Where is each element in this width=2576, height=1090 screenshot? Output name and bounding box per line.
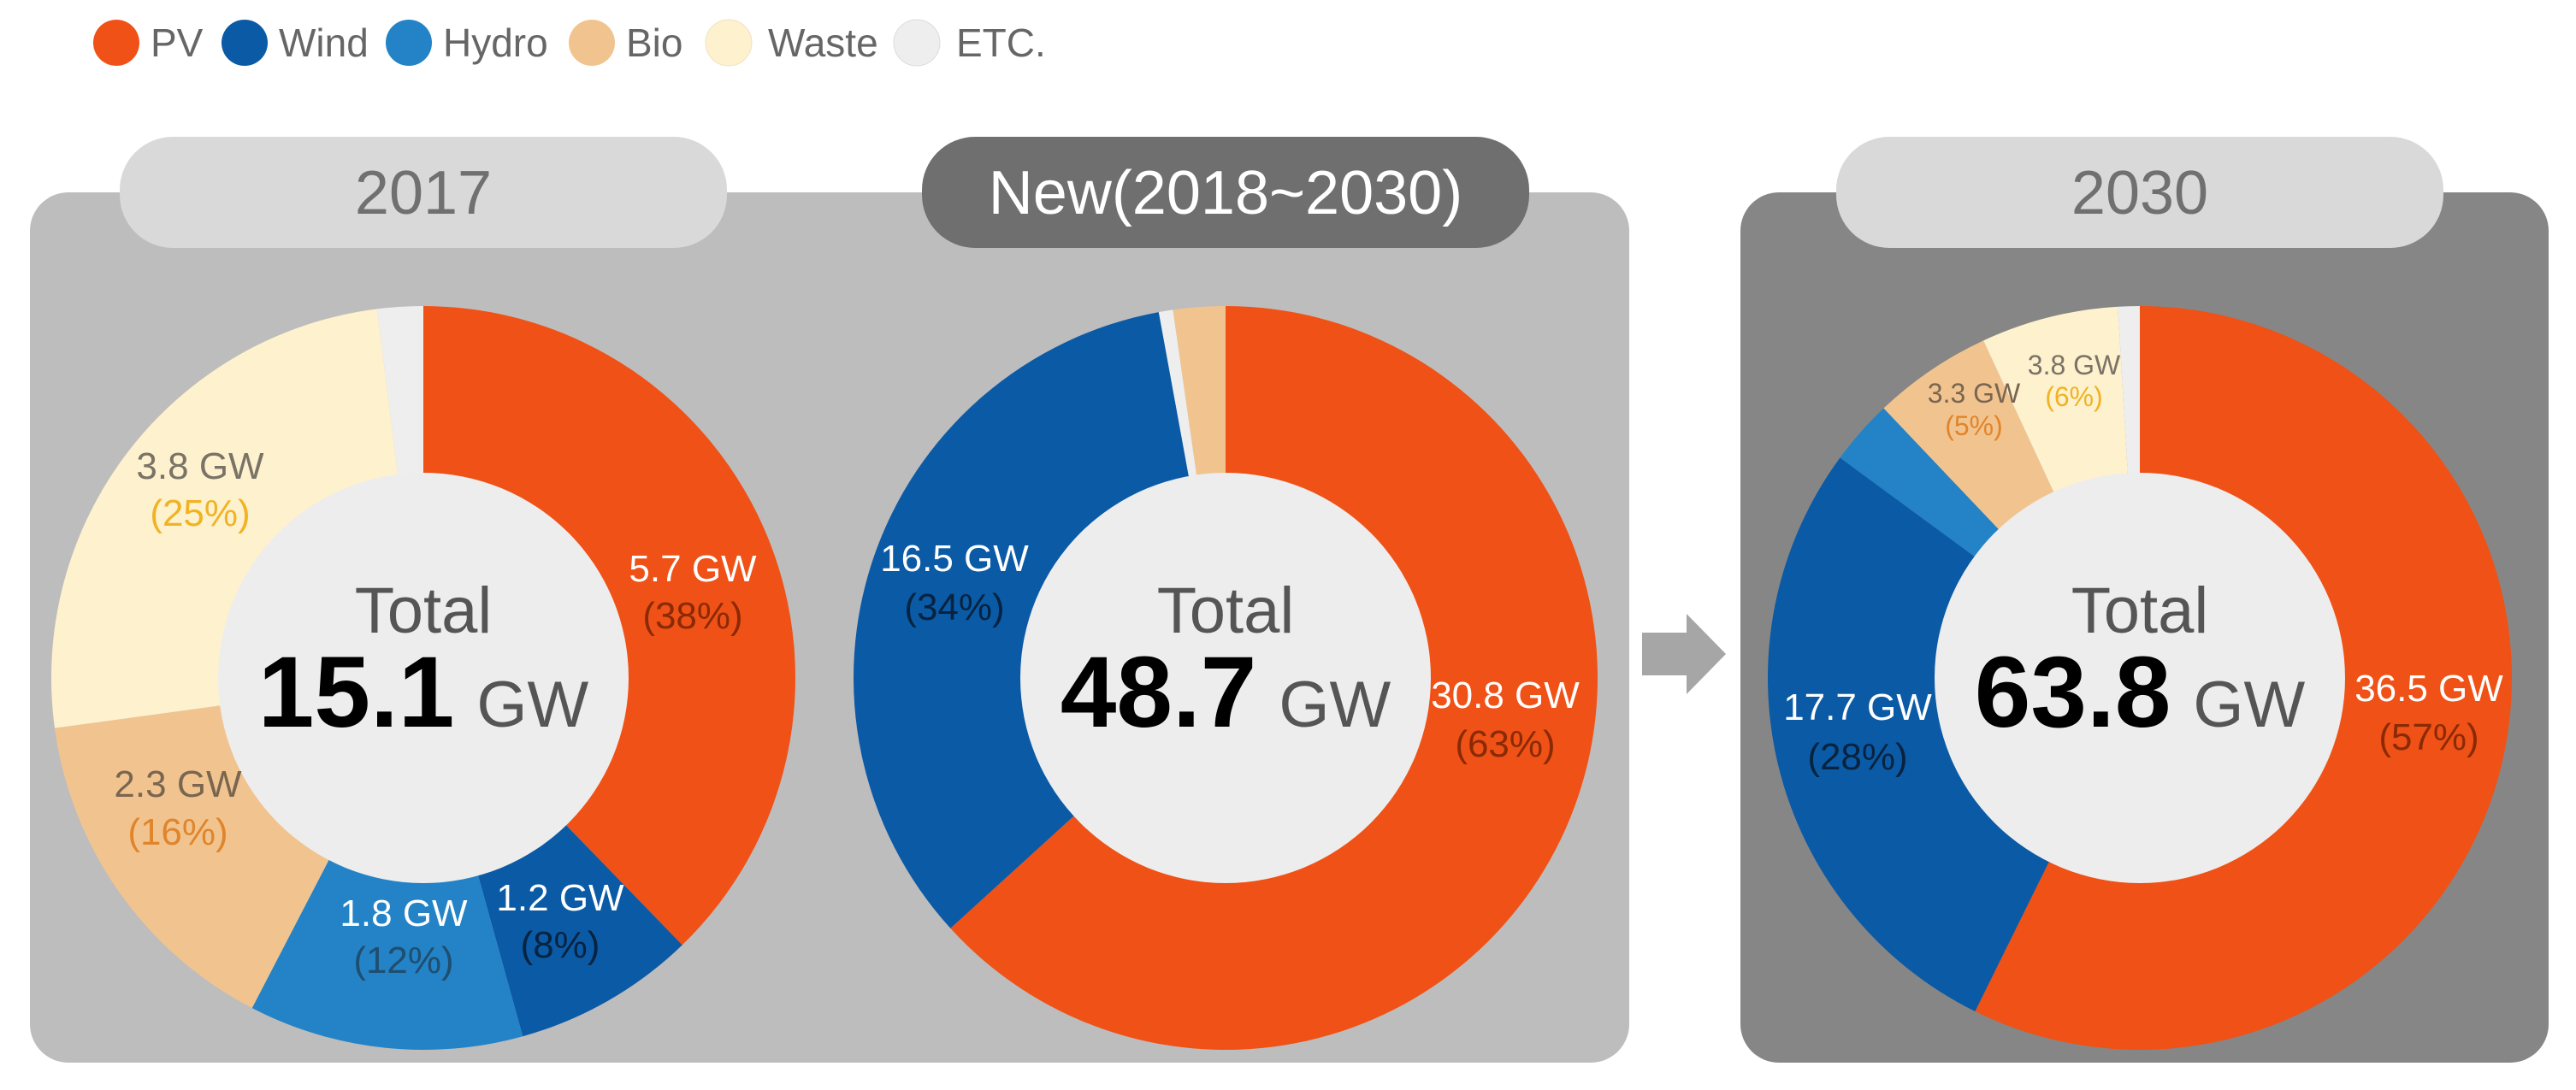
legend-swatch-etc	[893, 19, 941, 67]
total-unit-2017: GW	[476, 669, 588, 741]
legend-item-etc: ETC.	[893, 19, 1046, 67]
legend-label-pv: PV	[151, 21, 204, 65]
total-label-2030: Total	[2071, 574, 2209, 647]
legend-swatch-pv	[93, 20, 139, 66]
donut-chart-2017: Total 15.1 GW 5.7 GW (38%) 1.2 GW (8%) 1…	[50, 306, 795, 1051]
slice-label-wind-gw-2030: 17.7 GW	[1783, 686, 1932, 728]
slice-label-pv-pct-new: (63%)	[1455, 723, 1555, 765]
total-value-new-2018-2030: 48.7	[1061, 636, 1257, 749]
tab-new-2018-2030	[922, 137, 1529, 248]
slice-label-waste-gw-2017: 3.8 GW	[136, 445, 264, 487]
slice-label-pv-gw-new: 30.8 GW	[1431, 675, 1580, 716]
total-value-2017: 15.1	[258, 636, 455, 749]
slice-label-bio-gw-2017: 2.3 GW	[114, 763, 242, 805]
tab-2017-title: 2017	[355, 159, 492, 227]
total-value-line-2017: 15.1 GW	[258, 636, 589, 749]
total-value-line-2030: 63.8 GW	[1975, 636, 2306, 749]
slice-label-waste-gw-2030: 3.8 GW	[2028, 350, 2121, 380]
slice-label-bio-pct-2030: (5%)	[1945, 410, 2003, 441]
slice-label-bio-gw-2030: 3.3 GW	[1928, 378, 2021, 409]
slice-label-pv-pct-2030: (57%)	[2378, 716, 2479, 758]
tab-2030	[1836, 137, 2443, 248]
slice-label-pv-pct-2017: (38%)	[642, 595, 742, 637]
total-unit-2030: GW	[2193, 669, 2305, 741]
legend-swatch-bio	[569, 20, 615, 66]
donut-center-2030	[1935, 473, 2345, 883]
slice-label-hydro-gw-2017: 1.8 GW	[340, 893, 468, 934]
slice-label-wind-pct-2017: (8%)	[521, 924, 600, 966]
donut-center-2017	[218, 473, 629, 883]
total-label-2017: Total	[355, 574, 493, 647]
slice-label-wind-pct-2030: (28%)	[1807, 736, 1907, 778]
arrow-right-icon	[1642, 614, 1726, 694]
slice-label-waste-pct-2017: (25%)	[150, 492, 250, 534]
legend-swatch-hydro	[386, 20, 432, 66]
donut-chart-2030: Total 63.8 GW 36.5 GW (57%) 17.7 GW (28%…	[1768, 305, 2512, 1051]
slice-label-hydro-pct-2017: (12%)	[353, 940, 453, 981]
slice-label-wind-pct-new: (34%)	[904, 586, 1004, 628]
legend-label-etc: ETC.	[956, 21, 1046, 65]
slice-label-pv-gw-2030: 36.5 GW	[2354, 668, 2503, 710]
legend-item-bio: Bio	[569, 20, 682, 66]
slice-label-wind-gw-2017: 1.2 GW	[496, 877, 624, 919]
legend-label-hydro: Hydro	[443, 21, 548, 65]
legend: PV Wind Hydro Bio Waste ETC.	[93, 19, 1046, 67]
total-label-new-2018-2030: Total	[1157, 574, 1295, 647]
slice-label-waste-pct-2030: (6%)	[2045, 381, 2103, 412]
legend-swatch-wind	[222, 20, 268, 66]
legend-item-pv: PV	[93, 20, 204, 66]
legend-item-hydro: Hydro	[386, 20, 548, 66]
legend-item-waste: Waste	[705, 19, 878, 67]
legend-label-wind: Wind	[279, 21, 369, 65]
tab-new-2018-2030-title: New(2018~2030)	[989, 159, 1462, 227]
slice-label-bio-pct-2017: (16%)	[127, 811, 227, 853]
slice-label-wind-gw-new: 16.5 GW	[880, 538, 1029, 580]
legend-label-waste: Waste	[768, 21, 878, 65]
donut-center-new-2018-2030	[1020, 473, 1431, 883]
total-value-2030: 63.8	[1975, 636, 2171, 749]
donut-chart-new-2018-2030: Total 48.7 GW 30.8 GW (63%) 16.5 GW (34%…	[854, 306, 1598, 1051]
tab-2030-title: 2030	[2071, 159, 2208, 227]
total-value-line-new-2018-2030: 48.7 GW	[1061, 636, 1391, 749]
total-unit-new-2018-2030: GW	[1279, 669, 1391, 741]
slice-label-pv-gw-2017: 5.7 GW	[629, 548, 757, 590]
legend-label-bio: Bio	[626, 21, 682, 65]
legend-swatch-waste	[705, 19, 753, 67]
legend-item-wind: Wind	[222, 20, 369, 66]
tab-2017	[120, 137, 727, 248]
